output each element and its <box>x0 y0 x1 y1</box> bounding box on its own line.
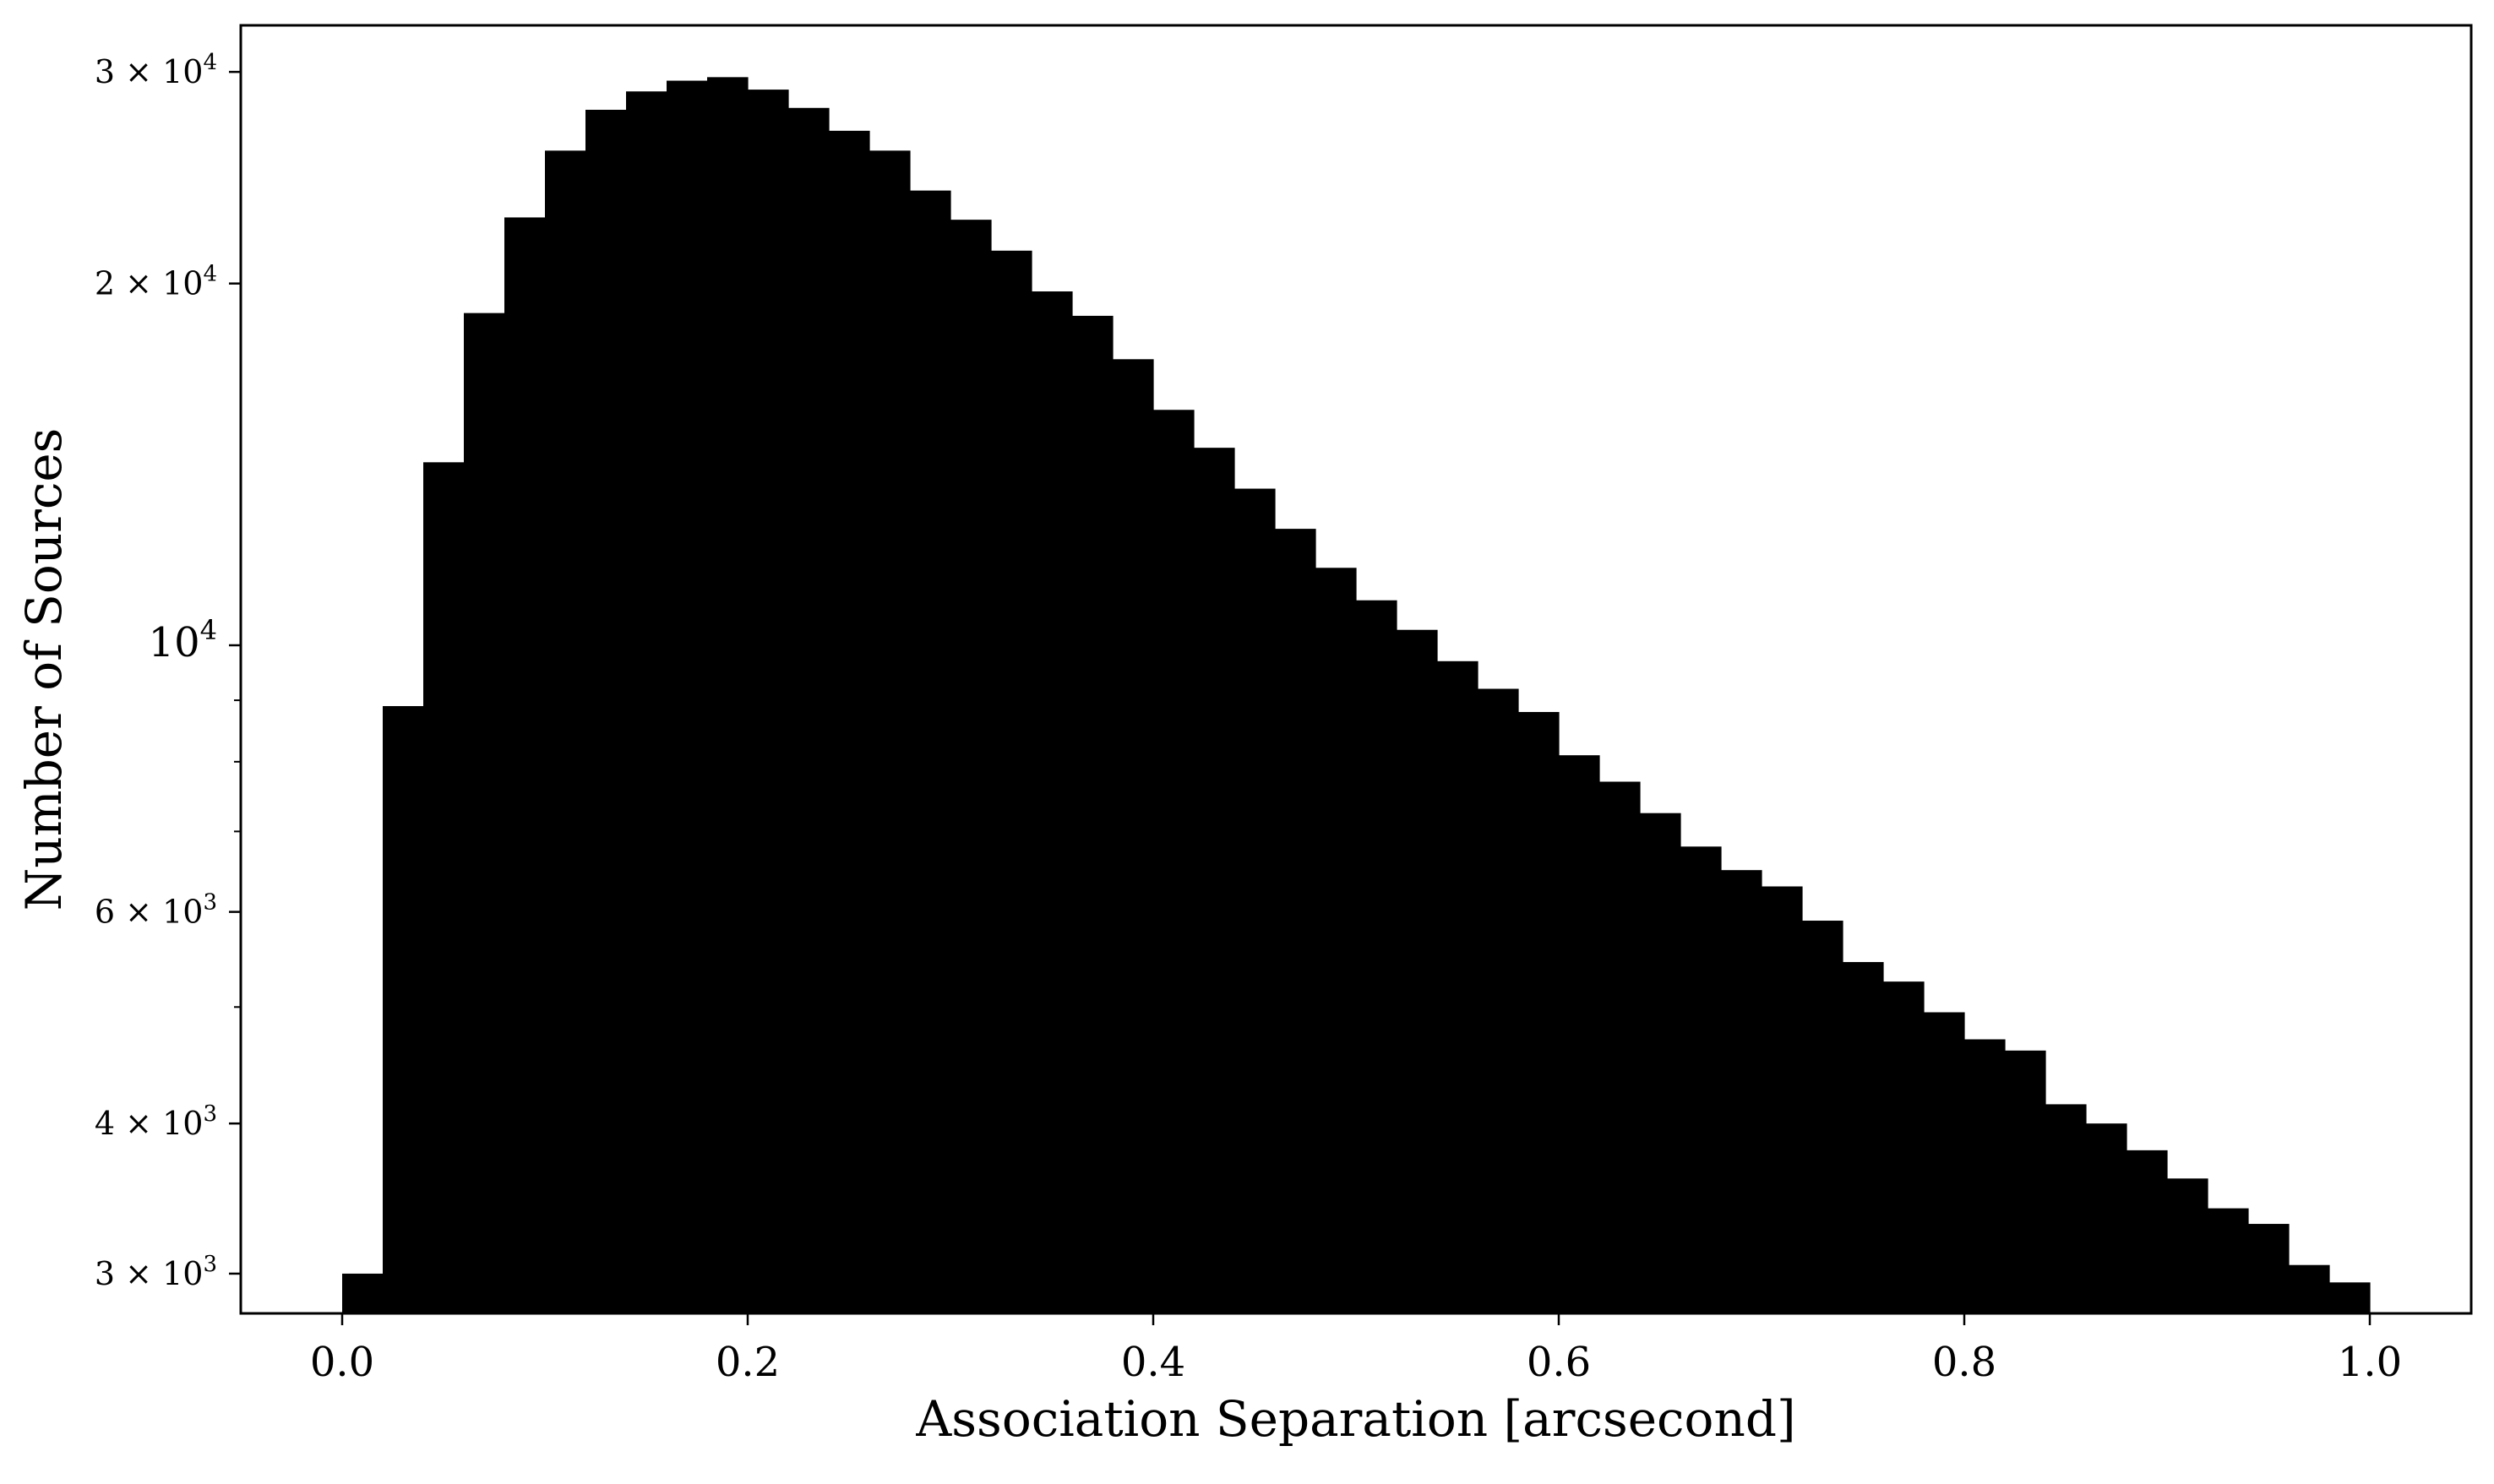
histogram-bar <box>342 1273 384 1313</box>
histogram-bar <box>626 91 667 1313</box>
histogram-bar <box>1924 1012 1965 1313</box>
y-tick-label: 3 × 104 <box>95 50 217 90</box>
histogram-bar <box>788 107 830 1314</box>
histogram-bar <box>1072 315 1114 1314</box>
histogram-bar <box>910 190 951 1314</box>
histogram-bar <box>1153 410 1195 1313</box>
histogram-bar <box>464 313 505 1314</box>
histogram-bar <box>2208 1208 2249 1313</box>
histogram-bar <box>1234 488 1276 1313</box>
histogram-bar <box>829 130 870 1314</box>
histogram-bar <box>504 217 546 1314</box>
y-tick-label: 104 <box>149 614 217 666</box>
x-tick-label: 0.2 <box>716 1339 780 1386</box>
y-tick-label: 6 × 103 <box>95 890 217 931</box>
x-tick-label: 0.4 <box>1121 1339 1185 1386</box>
histogram-bar <box>2005 1050 2046 1313</box>
x-axis-title: Association Separation [arcsecond] <box>915 1390 1795 1448</box>
histogram-bar <box>1599 781 1641 1313</box>
x-tick-label: 1.0 <box>2338 1339 2402 1386</box>
y-axis: 3 × 103 4 × 103 6 × 103 104 2 × 104 3 × 104 <box>95 50 241 1292</box>
histogram-bar <box>2045 1104 2087 1313</box>
histogram-bar <box>1315 568 1357 1313</box>
y-tick-label: 3 × 103 <box>95 1252 217 1292</box>
histogram-bar <box>585 109 627 1314</box>
histogram-bar <box>1843 962 1884 1313</box>
x-tick-label: 0.0 <box>310 1339 374 1386</box>
histogram-bar <box>1397 629 1438 1313</box>
histogram-bar <box>1478 688 1519 1313</box>
histogram-bar <box>1437 660 1478 1313</box>
histogram-bar <box>1356 600 1397 1313</box>
histogram-bar <box>2248 1224 2290 1313</box>
bars-layer <box>342 77 2371 1314</box>
histogram-bar <box>2329 1282 2371 1313</box>
histogram-bar <box>707 77 749 1313</box>
plot-frame <box>239 24 2473 1315</box>
histogram-bar <box>748 90 789 1313</box>
histogram-bar <box>423 462 465 1313</box>
y-axis-title: Number of Sources <box>15 428 73 911</box>
histogram-bar <box>545 150 586 1313</box>
x-tick-label: 0.6 <box>1527 1339 1591 1386</box>
histogram-bar <box>1762 886 1803 1313</box>
histogram-bar <box>1680 846 1722 1313</box>
histogram-bar <box>1518 711 1560 1313</box>
histogram-bar <box>1883 981 1925 1313</box>
histogram-bar <box>2126 1150 2168 1313</box>
histogram-bar <box>2289 1264 2330 1313</box>
histogram-bar <box>667 80 708 1314</box>
histogram-bar <box>2086 1123 2127 1313</box>
histogram-bar <box>1559 755 1600 1313</box>
histogram-bar <box>950 220 992 1314</box>
histogram-bar <box>1113 359 1154 1314</box>
x-tick-label: 0.8 <box>1932 1339 1996 1386</box>
histogram-bar <box>1721 870 1762 1313</box>
histogram-bar <box>1964 1039 2006 1313</box>
histogram-bar <box>991 250 1032 1313</box>
histogram-bar <box>2167 1178 2208 1313</box>
histogram-bar <box>869 150 911 1313</box>
histogram-bar <box>1275 529 1316 1313</box>
histogram-bar <box>1802 921 1843 1313</box>
histogram-bar <box>1640 813 1681 1313</box>
y-tick-label: 4 × 103 <box>95 1101 217 1142</box>
histogram-bar <box>1194 448 1235 1314</box>
histogram-bar <box>1032 291 1073 1314</box>
histogram-bar <box>383 705 424 1313</box>
y-tick-label: 2 × 104 <box>95 262 217 302</box>
x-axis: 0.0 0.2 0.4 0.6 0.8 1.0 <box>310 1313 2402 1386</box>
